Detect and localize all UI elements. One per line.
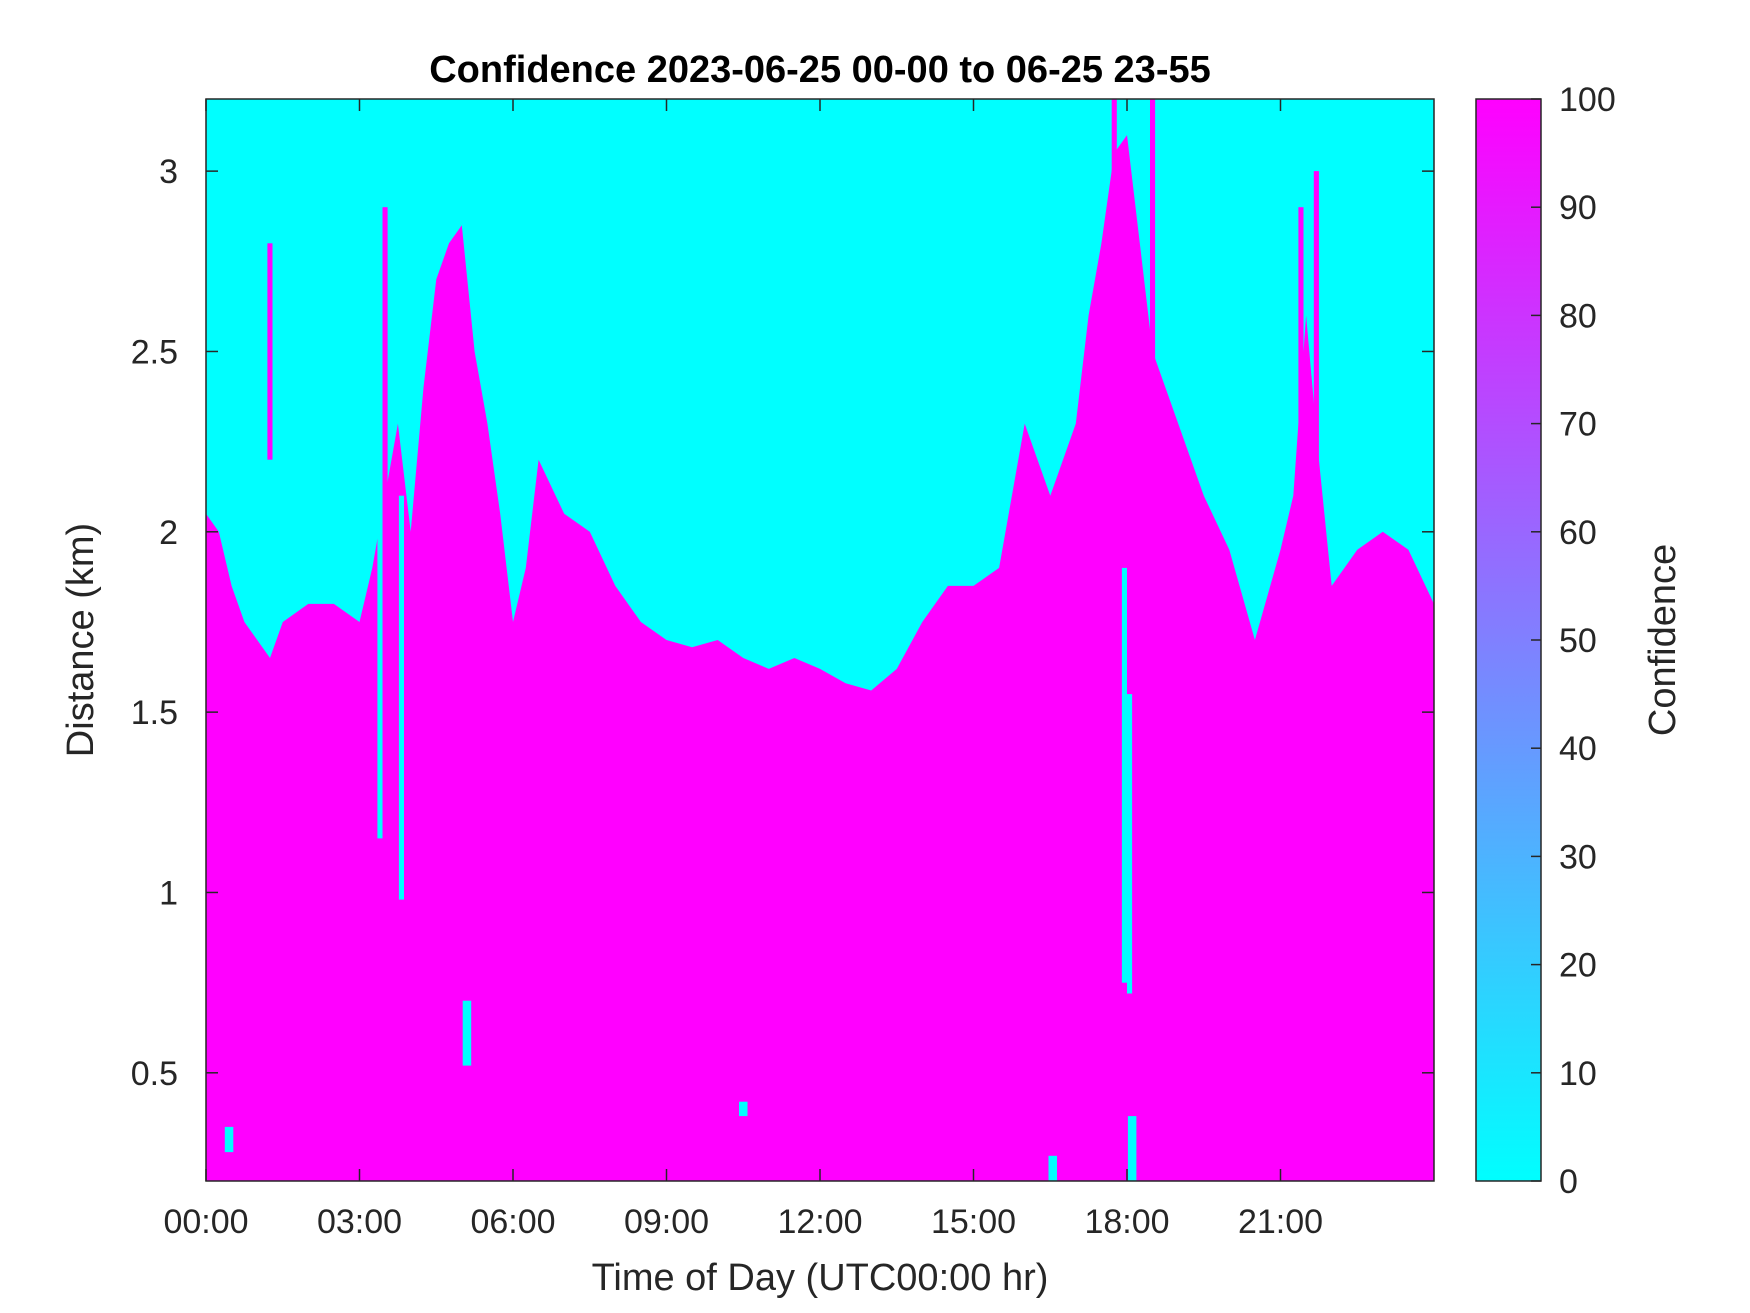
- y-tick-label-1: 1: [159, 874, 178, 912]
- colorbar-label: Confidence: [1642, 544, 1684, 736]
- low-confidence-patch-7: [1048, 1155, 1057, 1181]
- colorbar-tick-label-10: 100: [1559, 81, 1616, 119]
- y-tick-label-3: 2: [159, 514, 178, 552]
- plot-area: 00:00 03:00 06:00 09:00 12:00 15:00 18:00 21:00…: [131, 98, 1435, 1241]
- low-confidence-column-0: [377, 459, 383, 839]
- low-confidence-patch-8: [224, 1126, 234, 1153]
- low-confidence-column-1: [398, 495, 404, 900]
- y-axis: 0.5 1 1.5 2 2.5 3: [131, 153, 1434, 1093]
- low-confidence-patch-5: [739, 1101, 748, 1117]
- y-tick-label-0: 0.5: [131, 1055, 178, 1093]
- colorbar-tick-label-8: 80: [1559, 297, 1597, 335]
- low-confidence-patch-6: [1127, 1116, 1137, 1181]
- chart-title: Confidence 2023-06-25 00-00 to 06-25 23-…: [429, 49, 1211, 91]
- colorbar: 0 10 20 30 40 50 60 70 80 90 100 Confidence: [1475, 81, 1684, 1201]
- high-confidence-streak-13: [1298, 207, 1304, 568]
- high-confidence-streak-12: [1150, 99, 1156, 460]
- colorbar-tick-label-3: 30: [1559, 838, 1597, 876]
- low-confidence-patch-4: [462, 1000, 472, 1066]
- high-confidence-streak-9: [267, 243, 273, 460]
- y-axis-label: Distance (km): [60, 523, 102, 757]
- colorbar-gradient: [1475, 98, 1542, 1182]
- x-tick-label-4: 12:00: [777, 1203, 862, 1241]
- x-tick-label-0: 00:00: [163, 1203, 248, 1241]
- colorbar-tick-label-1: 10: [1559, 1055, 1597, 1093]
- x-tick-label-1: 03:00: [317, 1203, 402, 1241]
- x-axis: 00:00 03:00 06:00 09:00 12:00 15:00 18:00 21:00: [163, 99, 1323, 1241]
- colorbar-tick-label-0: 0: [1559, 1163, 1578, 1201]
- x-tick-label-7: 21:00: [1238, 1203, 1323, 1241]
- colorbar-tick-label-4: 40: [1559, 730, 1597, 768]
- colorbar-tick-label-6: 60: [1559, 514, 1597, 552]
- high-confidence-streak-10: [382, 207, 388, 532]
- heatmap-layer: [206, 99, 1434, 1181]
- high-confidence-streak-14: [1313, 171, 1319, 532]
- low-confidence-column-2: [1121, 567, 1127, 983]
- x-tick-label-2: 06:00: [470, 1203, 555, 1241]
- colorbar-tick-label-7: 70: [1559, 406, 1597, 444]
- x-tick-label-6: 18:00: [1084, 1203, 1169, 1241]
- y-tick-label-4: 2.5: [131, 333, 178, 371]
- low-confidence-column-3: [1127, 694, 1133, 994]
- y-tick-label-2: 1.5: [131, 694, 178, 732]
- x-axis-label: Time of Day (UTC00:00 hr): [592, 1257, 1049, 1299]
- colorbar-tick-label-9: 90: [1559, 189, 1597, 227]
- y-tick-label-5: 3: [159, 153, 178, 191]
- x-tick-label-3: 09:00: [624, 1203, 709, 1241]
- colorbar-tick-label-2: 20: [1559, 947, 1597, 985]
- colorbar-tick-label-5: 50: [1559, 622, 1597, 660]
- colorbar-ticks: 0 10 20 30 40 50 60 70 80 90 100: [1531, 81, 1616, 1201]
- high-confidence-streak-11: [1111, 99, 1117, 532]
- x-tick-label-5: 15:00: [931, 1203, 1016, 1241]
